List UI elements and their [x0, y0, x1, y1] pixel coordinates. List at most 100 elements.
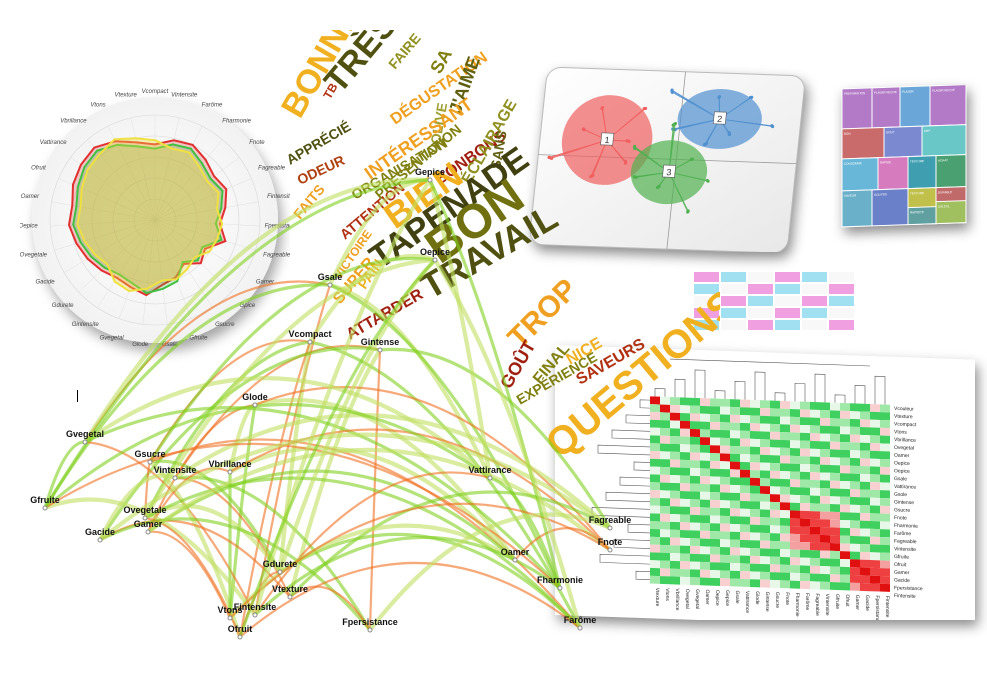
- heatmap-cell: [770, 439, 780, 448]
- radar-axis-label: Vintensite: [171, 92, 198, 98]
- heatmap-cell: [830, 480, 840, 489]
- heatmap-cell: [820, 488, 830, 497]
- heatmap-cell: [870, 536, 880, 545]
- heatmap-cell: [690, 561, 700, 570]
- heatmap-cell: [790, 541, 800, 550]
- heatmap-cell: [690, 397, 700, 406]
- heatmap-cell: [730, 484, 740, 494]
- heatmap-cell: [680, 561, 690, 570]
- heatmap-cell: [680, 498, 690, 507]
- radar-axis-label: Fharmonie: [222, 119, 251, 125]
- heatmap-cell: [820, 573, 830, 583]
- heatmap-cell: [850, 457, 860, 467]
- radar-axis-label: Vcompact: [142, 89, 169, 95]
- heatmap-cell: [680, 537, 690, 546]
- network-edge: [289, 585, 371, 631]
- radar-axis-label: Oepice: [20, 223, 38, 229]
- heatmap-cell: [750, 399, 760, 408]
- radar-axis-label: Gpice: [240, 303, 256, 309]
- heatmap-cell: [700, 538, 710, 547]
- heatmap-cell: [850, 403, 860, 412]
- heatmap-cell: [670, 506, 680, 515]
- cluster-ray: [719, 118, 773, 127]
- heatmap-cell: [860, 434, 870, 444]
- radar-axis-label: Fintensite: [267, 194, 290, 200]
- heatmap-cell: [680, 459, 690, 468]
- heatmap-cell: [840, 465, 850, 474]
- network-node-label: Oepice: [420, 247, 450, 257]
- heatmap-cell: [710, 453, 720, 462]
- heatmap-cell: [810, 495, 820, 504]
- network-node: [227, 469, 233, 475]
- heatmap-cell: [780, 533, 790, 542]
- heatmap-cell: [870, 443, 880, 452]
- heatmap-cell: [670, 459, 680, 468]
- heatmap-cell: [810, 464, 820, 473]
- treemap-cell-label: PLAISIR RECHE: [932, 88, 955, 93]
- heatmap-cell: [880, 412, 890, 421]
- heatmap-cell: [700, 483, 710, 493]
- heatmap-cell: [780, 541, 790, 550]
- heatmap-cell: [710, 437, 720, 446]
- dendrogram-branch: [694, 369, 706, 399]
- heatmap-cell: [730, 555, 740, 564]
- heatmap-cell: [750, 454, 760, 463]
- heatmap-cell: [660, 459, 670, 468]
- heatmap-cell: [730, 399, 740, 408]
- heatmap-cell: [770, 548, 780, 557]
- word-cloud-word: SANS: [487, 129, 510, 170]
- heatmap-cell: [740, 532, 750, 541]
- heatmap-cell: [670, 404, 680, 413]
- network-node: [277, 569, 283, 575]
- treemap-cell-label: SAVEUR: [844, 193, 857, 197]
- heatmap-cell: [780, 494, 790, 503]
- heatmap-cell: [850, 551, 860, 560]
- heatmap-cell: [840, 527, 850, 536]
- cluster-id-label: 3: [666, 167, 672, 177]
- heatmap-cell: [870, 575, 880, 584]
- heatmap-cell: [790, 580, 800, 589]
- heatmap-cell: [880, 568, 890, 577]
- heatmap-cell: [740, 399, 750, 408]
- heatmap-cell: [680, 397, 690, 406]
- heatmap-cell: [830, 550, 840, 559]
- heatmap-cell: [680, 436, 690, 445]
- heatmap-cell: [650, 458, 660, 467]
- heatmap-cell: [800, 565, 810, 574]
- heatmap-cell: [760, 540, 770, 549]
- heatmap-cell: [710, 468, 720, 477]
- heatmap-cell: [740, 454, 750, 463]
- radar-spoke: [154, 201, 259, 221]
- heatmap-cell: [650, 497, 660, 506]
- radar-spoke: [154, 219, 260, 227]
- heatmap-cell: [730, 508, 740, 517]
- heatmap-cell: [800, 487, 810, 496]
- heatmap-cell: [820, 417, 830, 427]
- network-node: [172, 475, 178, 481]
- heatmap-cell: [720, 461, 730, 470]
- heatmap-cell: [750, 524, 760, 533]
- heatmap-cell: [770, 470, 780, 479]
- heatmap-cell: [740, 508, 750, 517]
- heatmap-cell: [790, 510, 800, 519]
- heatmap-cell: [670, 529, 680, 538]
- heatmap-cell: [800, 549, 810, 558]
- thumb-cell: [775, 296, 800, 306]
- heatmap-cell: [810, 511, 820, 520]
- heatmap-cell: [710, 570, 720, 579]
- heatmap-col-label: Fagreable: [814, 593, 820, 616]
- heatmap-cell: [680, 545, 690, 554]
- heatmap-cell: [650, 536, 660, 545]
- heatmap-cell: [660, 568, 670, 577]
- heatmap-cell: [710, 562, 720, 571]
- cluster-point: [623, 161, 628, 165]
- heatmap-cell: [770, 486, 780, 495]
- network-node: [607, 525, 613, 531]
- heatmap-cell: [830, 582, 840, 591]
- heatmap-cell: [730, 523, 740, 533]
- heatmap-cell: [680, 405, 690, 414]
- heatmap-cell: [730, 477, 740, 486]
- heatmap-cell: [870, 560, 880, 569]
- heatmap-col-label: Gamer: [854, 595, 860, 611]
- network-edge: [368, 512, 611, 632]
